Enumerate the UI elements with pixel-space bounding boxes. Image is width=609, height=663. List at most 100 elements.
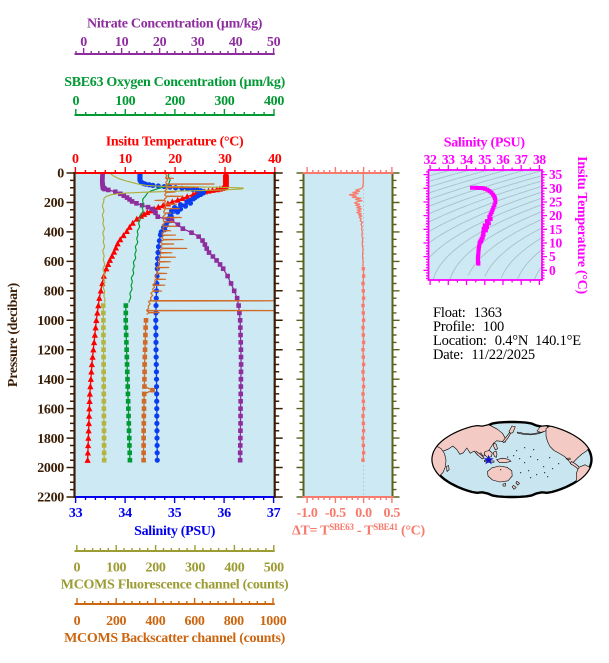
delta-axis-ticks [306,167,393,503]
pressure-tick-label: 1200 [37,343,64,358]
pressure-tick-label: 0 [57,167,64,182]
series-line [125,305,131,461]
sigma-t-contour [468,218,542,276]
map-sumatra [475,451,485,460]
pressure-tick-label: 1800 [37,432,64,447]
ts-temp-tick-label: 5 [549,249,556,264]
float-info-line: Float: 1363 [433,304,581,321]
backscatter-tick-label: 600 [185,614,205,629]
ts-title: Salinity (PSU) [444,136,526,151]
series-markers [100,303,107,463]
nitrate-tick-label: 20 [153,35,167,50]
delta-tick-label: -1.0 [297,506,318,521]
ts-salinity-tick-label: 37 [515,152,528,167]
fluor-tick-label: 400 [224,561,244,576]
sigma-t-contour [428,180,542,223]
sigma-t-contour [428,197,542,260]
map-kamchatka [508,425,516,434]
sigma-t-contour [428,170,528,201]
oxygen-axis-ticks [75,109,275,115]
backscatter-axis-ticks [76,598,274,604]
backscatter-tick-label: 1000 [260,614,287,629]
ts-temp-axis-label: Insitu Temperature (°C) [574,156,589,294]
temp-tick-label: 20 [168,152,182,167]
ts-temp-tick-label: 25 [549,194,562,209]
salinity-axis-ticks [74,497,275,503]
salinity-tick-label: 34 [118,506,132,521]
salinity-tick-label: 36 [217,506,231,521]
ts-salinity-tick-label: 38 [533,152,546,167]
delta-tick-label: 0.0 [355,506,372,521]
nitrate-tick-label: 10 [115,35,129,50]
map-new-guinea [496,457,512,463]
float-label: Float: [433,304,466,321]
backscatter-tick-label: 200 [106,614,126,629]
fluor-tick-label: 0 [73,561,80,576]
series-line [146,173,275,315]
salinity-tick-label: 35 [168,506,182,521]
sigma-t-contour [449,211,542,280]
map-madagascar [446,465,450,472]
temp-tick-label: 10 [119,152,133,167]
ts-temp-tick-label: 20 [549,208,562,223]
pressure-tick-label: 1600 [37,402,64,417]
float-info-line: Date: 11/22/2025 [433,347,581,364]
salinity-axis-title: Salinity (PSU) [134,524,216,539]
series-markers [141,317,155,463]
nitrate-tick-label: 50 [267,35,281,50]
ts-temp-tick-label: 35 [549,167,562,182]
ts-salinity-tick-label: 32 [424,152,437,167]
fluor-tick-label: 300 [185,561,205,576]
pressure-tick-label: 200 [44,196,64,211]
pressure-axis-ticks [66,172,283,498]
oxygen-axis-title: SBE63 Oxygen Concentration (µm/kg) [64,75,285,90]
backscatter-tick-label: 400 [145,614,165,629]
series-line [128,173,171,303]
map-nz-south [511,485,517,490]
backscatter-tick-label: 800 [224,614,244,629]
nitrate-tick-label: 40 [229,35,243,50]
temp-tick-label: 30 [218,152,232,167]
map-philippines [493,442,498,451]
map-caribbean [566,457,571,460]
temp-tick-label: 40 [268,152,282,167]
fluor-axis-ticks [76,545,275,551]
float-info-line: Location: 0.4°N 140.1°E [433,333,581,350]
sigma-t-contour [533,265,542,280]
pressure-tick-label: 2000 [37,461,64,476]
backscatter-axis-title: MCOMS Backscatter channel (counts) [64,631,286,646]
location-value: 0.4°N 140.1°E [494,333,581,350]
ts-frame-ticks [423,165,547,285]
profile-label: Profile: [433,318,475,335]
temp-axis-ticks [74,167,276,173]
series-line [348,173,364,267]
fluor-tick-label: 500 [264,561,284,576]
sigma-t-contour [428,175,542,215]
sigma-t-contour [500,237,542,279]
date-value: 11/22/2025 [471,347,535,364]
float-value: 1363 [473,304,502,321]
map-tasmania [502,483,507,487]
ts-salinity-tick-label: 34 [460,152,473,167]
ts-curve-group [470,185,498,266]
nitrate-axis-ticks [75,48,275,54]
fluor-tick-label: 100 [106,561,126,576]
float-location-star [483,454,494,465]
location-label: Location: [433,333,487,350]
temp-tick-label: 0 [72,152,79,167]
salinity-tick-label: 37 [267,506,281,521]
oxygen-tick-label: 400 [264,94,284,109]
main-panel-series [84,173,275,463]
delta-frame-ticks [296,172,400,498]
ts-temp-tick-label: 30 [549,181,562,196]
sigma-t-contour [428,170,472,183]
pressure-axis-label: Pressure (decibar) [6,282,21,387]
pressure-tick-label: 1000 [37,314,64,329]
series-line [102,305,105,461]
delta-axis-label: ΔT= TSBE63 - TSBE41 (°C) [292,522,425,539]
map-nz-north [515,481,520,486]
ts-curve-markers [470,185,498,266]
sigma-t-contour [428,191,542,244]
backscatter-tick-label: 0 [74,614,81,629]
